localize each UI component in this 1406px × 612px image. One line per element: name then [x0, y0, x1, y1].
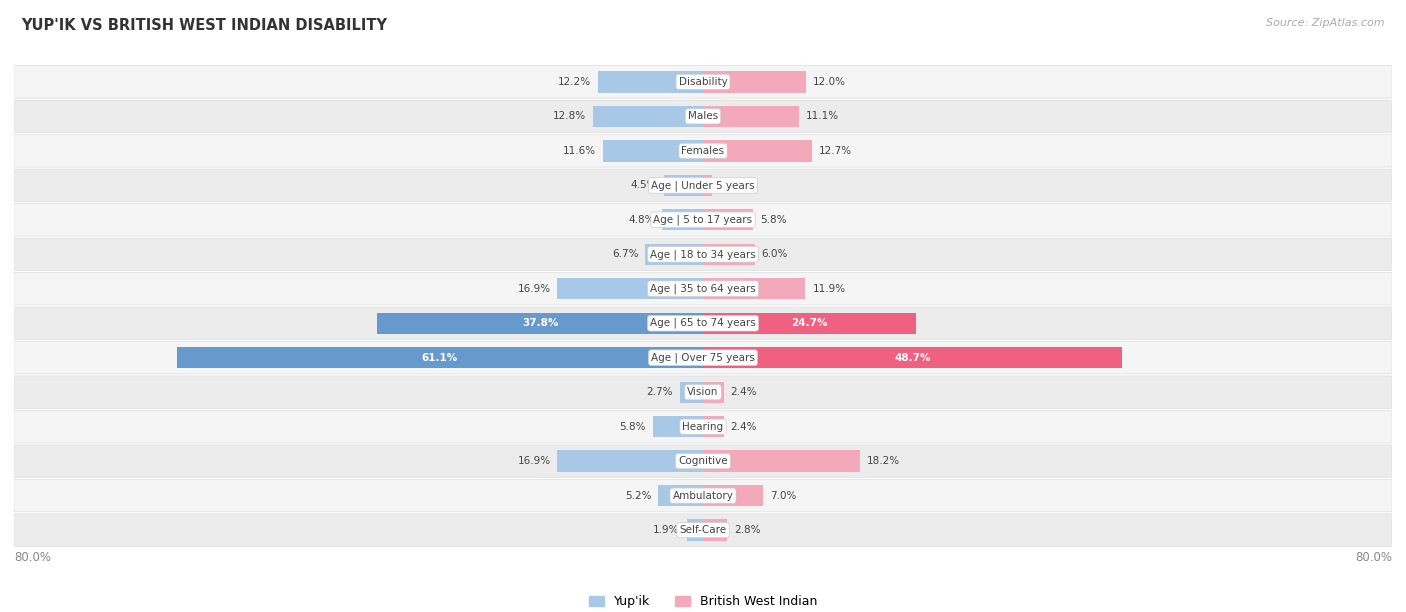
Text: 12.0%: 12.0%: [813, 77, 846, 87]
Bar: [703, 209, 754, 231]
Text: Source: ZipAtlas.com: Source: ZipAtlas.com: [1267, 18, 1385, 28]
FancyBboxPatch shape: [14, 479, 1392, 512]
Bar: [703, 416, 724, 438]
Text: 48.7%: 48.7%: [894, 353, 931, 363]
Bar: [645, 244, 703, 265]
Bar: [703, 347, 1122, 368]
Text: Hearing: Hearing: [682, 422, 724, 431]
FancyBboxPatch shape: [14, 135, 1392, 167]
FancyBboxPatch shape: [14, 411, 1392, 443]
FancyBboxPatch shape: [14, 100, 1392, 133]
Text: 12.2%: 12.2%: [558, 77, 591, 87]
Bar: [703, 71, 807, 92]
FancyBboxPatch shape: [14, 514, 1392, 547]
Text: 61.1%: 61.1%: [422, 353, 458, 363]
Text: 11.1%: 11.1%: [806, 111, 838, 121]
Text: 37.8%: 37.8%: [522, 318, 558, 328]
Bar: [703, 520, 727, 541]
Bar: [703, 106, 799, 127]
Bar: [686, 520, 703, 541]
FancyBboxPatch shape: [14, 307, 1392, 340]
Bar: [377, 313, 703, 334]
Text: 6.0%: 6.0%: [762, 249, 787, 259]
Text: 4.5%: 4.5%: [631, 181, 658, 190]
Bar: [703, 140, 813, 162]
Bar: [557, 278, 703, 299]
Text: 6.7%: 6.7%: [612, 249, 638, 259]
Text: 2.8%: 2.8%: [734, 525, 761, 535]
Text: Ambulatory: Ambulatory: [672, 491, 734, 501]
Text: 5.8%: 5.8%: [620, 422, 647, 431]
Bar: [703, 174, 711, 196]
Text: Age | Under 5 years: Age | Under 5 years: [651, 180, 755, 190]
Text: 80.0%: 80.0%: [14, 551, 51, 564]
Bar: [703, 485, 763, 506]
Bar: [557, 450, 703, 472]
FancyBboxPatch shape: [14, 238, 1392, 271]
Bar: [662, 209, 703, 231]
Text: 12.7%: 12.7%: [820, 146, 852, 156]
Text: 0.99%: 0.99%: [718, 181, 751, 190]
Text: Disability: Disability: [679, 77, 727, 87]
Bar: [703, 244, 755, 265]
Text: 7.0%: 7.0%: [770, 491, 797, 501]
Text: 80.0%: 80.0%: [1355, 551, 1392, 564]
Text: 2.4%: 2.4%: [731, 387, 756, 397]
Text: 18.2%: 18.2%: [866, 456, 900, 466]
FancyBboxPatch shape: [14, 341, 1392, 374]
Text: Cognitive: Cognitive: [678, 456, 728, 466]
Text: 1.9%: 1.9%: [654, 525, 679, 535]
Text: 4.8%: 4.8%: [628, 215, 655, 225]
FancyBboxPatch shape: [14, 204, 1392, 236]
Legend: Yup'ik, British West Indian: Yup'ik, British West Indian: [589, 595, 817, 608]
Text: 2.4%: 2.4%: [731, 422, 756, 431]
Bar: [664, 174, 703, 196]
Text: 5.2%: 5.2%: [624, 491, 651, 501]
Bar: [703, 381, 724, 403]
Text: Age | 35 to 64 years: Age | 35 to 64 years: [650, 283, 756, 294]
FancyBboxPatch shape: [14, 169, 1392, 201]
FancyBboxPatch shape: [14, 445, 1392, 477]
Bar: [703, 278, 806, 299]
Text: 12.8%: 12.8%: [553, 111, 586, 121]
Text: 11.6%: 11.6%: [562, 146, 596, 156]
FancyBboxPatch shape: [14, 65, 1392, 98]
Text: Age | 5 to 17 years: Age | 5 to 17 years: [654, 215, 752, 225]
Text: 2.7%: 2.7%: [647, 387, 673, 397]
Text: Vision: Vision: [688, 387, 718, 397]
Bar: [658, 485, 703, 506]
Bar: [177, 347, 703, 368]
Text: 16.9%: 16.9%: [517, 456, 551, 466]
Text: 5.8%: 5.8%: [759, 215, 786, 225]
Text: Self-Care: Self-Care: [679, 525, 727, 535]
Text: 24.7%: 24.7%: [792, 318, 828, 328]
Bar: [703, 450, 859, 472]
Bar: [598, 71, 703, 92]
Text: 11.9%: 11.9%: [813, 284, 845, 294]
Text: Age | 18 to 34 years: Age | 18 to 34 years: [650, 249, 756, 259]
Text: Females: Females: [682, 146, 724, 156]
Text: Males: Males: [688, 111, 718, 121]
Text: Age | Over 75 years: Age | Over 75 years: [651, 353, 755, 363]
Text: Age | 65 to 74 years: Age | 65 to 74 years: [650, 318, 756, 329]
Bar: [593, 106, 703, 127]
FancyBboxPatch shape: [14, 272, 1392, 305]
Text: 16.9%: 16.9%: [517, 284, 551, 294]
Bar: [679, 381, 703, 403]
Bar: [603, 140, 703, 162]
Bar: [703, 313, 915, 334]
Bar: [652, 416, 703, 438]
FancyBboxPatch shape: [14, 376, 1392, 408]
Text: YUP'IK VS BRITISH WEST INDIAN DISABILITY: YUP'IK VS BRITISH WEST INDIAN DISABILITY: [21, 18, 387, 34]
